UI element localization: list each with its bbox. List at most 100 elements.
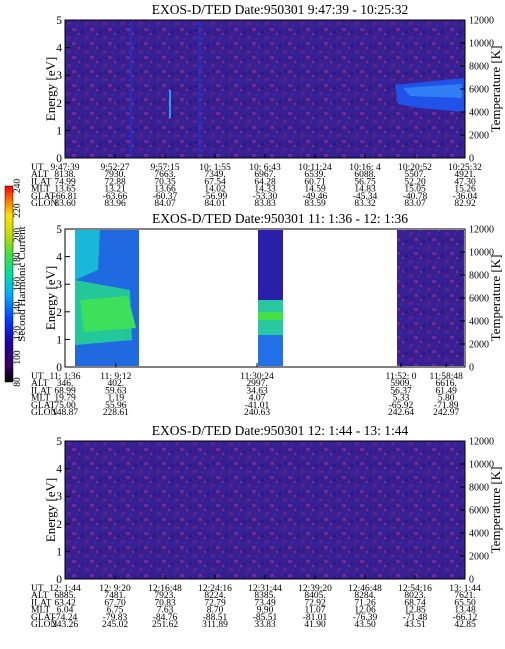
table-cell: -45.34 [353,192,378,202]
table-cell: 34.63 [246,386,268,396]
table-cell: -56.99 [203,192,228,202]
y-tick-label: 3 [56,70,62,82]
table-cell: 84.07 [154,199,176,209]
colorbar-tick-label: 220 [13,203,23,218]
y-tick-label: 5 [56,436,62,448]
panel3-y2label: Temperature [K] [488,467,503,554]
table-cell: 83.60 [54,199,76,209]
colorbar-tick-label: 100 [13,350,23,365]
y2-tick-label: 0 [469,363,474,374]
table-cell: 14.02 [204,185,226,195]
table-cell: 83.32 [354,199,376,209]
table-cell: 43.50 [354,620,376,630]
table-cell: 4.07 [249,394,266,404]
table-cell: 83.07 [404,199,426,209]
table-cell: 245.02 [102,620,128,630]
table-cell: 60.71 [304,177,326,187]
table-cell: 68.74 [404,598,426,608]
table-cell: 65.50 [454,598,476,608]
y-tick-label: 5 [56,15,62,27]
colorbar-tick-label: 80 [13,377,23,387]
table-cell: 5.33 [393,394,410,404]
panel3-ylabel: Energy [eV] [43,478,58,542]
panel2-data-block-3 [397,230,464,366]
table-cell: 8284. [354,591,375,601]
y-tick-label: 2 [56,98,62,110]
table-cell: 19.79 [54,394,76,404]
panel2-y2label: Temperature [K] [488,255,503,342]
table-cell: 63.42 [54,598,76,608]
table-cell: 72.79 [204,598,226,608]
y2-tick-label: 6000 [469,85,489,96]
table-cell: 7930. [104,170,125,180]
table-cell: 240.63 [244,408,270,418]
table-cell: 6885. [54,591,75,601]
table-row-label: ALT [31,170,49,180]
colorbar-tick-label: 180 [13,252,23,267]
y2-tick-label: 2000 [469,552,489,563]
table-cell: 72.92 [304,598,326,608]
panel1-streak [130,22,132,156]
table-cell: 9:57:15 [150,163,179,173]
table-cell: 41.90 [304,620,326,630]
table-cell: 13.21 [104,185,126,195]
table-cell: -40.78 [403,192,428,202]
table-cell: -71.48 [403,613,428,623]
table-cell: 6.04 [57,606,74,616]
table-cell: 242.97 [433,408,459,418]
panel2-data-fill [80,296,136,332]
table-cell: 15.05 [404,185,426,195]
table-cell: 4921. [454,170,475,180]
table-cell: 12: 9:20 [99,584,131,594]
table-cell: 8.70 [207,606,224,616]
table-cell: -85.51 [253,613,278,623]
y-tick-label: 4 [56,43,62,55]
table-cell: 59.63 [105,386,127,396]
y-tick-label: 0 [56,574,62,586]
panel1-title: EXOS-D/TED Date:950301 9:47:39 - 10:25:3… [152,2,408,17]
table-cell: 6539. [304,170,325,180]
table-cell: 43.51 [404,620,426,630]
table-cell: -66.81 [53,192,78,202]
y2-tick-label: 2000 [469,131,489,142]
table-cell: 11:52: 0 [385,372,416,382]
panel1-streak [169,90,171,118]
y2-tick-label: 12000 [469,225,494,236]
table-cell: 83.59 [304,199,326,209]
table-row-label: ILAT [31,386,52,396]
table-cell: -49.46 [303,192,328,202]
table-cell: 12:46:48 [348,584,382,594]
table-cell: 74.99 [54,177,76,187]
table-cell: 13: 1:44 [449,584,481,594]
table-cell: 9:52:27 [100,163,129,173]
y2-tick-label: 8000 [469,62,489,73]
y2-tick-label: 8000 [469,271,489,282]
table-cell: 71.26 [354,598,376,608]
table-cell: 56.75 [354,177,376,187]
table-cell: 7.63 [157,606,174,616]
table-cell: 70.35 [154,177,176,187]
table-cell: 243.26 [52,620,78,630]
table-cell: 10:20:52 [398,163,432,173]
table-cell: 9:47:39 [50,163,79,173]
table-cell: 311.89 [202,620,228,630]
table-cell: -66.12 [453,613,478,623]
table-row-label: GLON [31,199,58,209]
table-cell: 13.65 [54,185,76,195]
table-cell: 67.54 [204,177,226,187]
panel1-bright-core [403,84,462,98]
table-row-label: UT [31,584,44,594]
y-tick-label: 0 [56,362,62,374]
y2-tick-label: 2000 [469,340,489,351]
table-cell: -60.37 [153,192,178,202]
y-tick-label: 3 [56,491,62,503]
table-cell: 228.61 [103,408,129,418]
table-row-label: GLON [31,408,58,418]
y2-tick-label: 4000 [469,108,489,119]
table-row-label: ILAT [31,598,52,608]
table-row-label: GLAT [31,401,55,411]
y2-tick-label: 0 [469,154,474,165]
table-cell: 15.26 [454,185,476,195]
table-cell: 7663. [154,170,175,180]
table-cell: 42.85 [454,620,476,630]
